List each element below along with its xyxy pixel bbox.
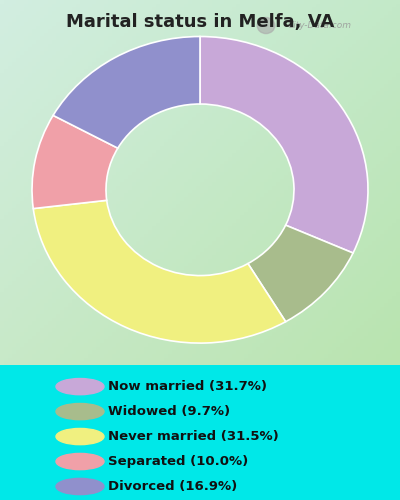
- Circle shape: [257, 18, 275, 34]
- Circle shape: [56, 404, 104, 419]
- Wedge shape: [200, 36, 368, 253]
- Text: Widowed (9.7%): Widowed (9.7%): [108, 405, 230, 418]
- Text: Now married (31.7%): Now married (31.7%): [108, 380, 267, 393]
- Text: Never married (31.5%): Never married (31.5%): [108, 430, 279, 443]
- Circle shape: [56, 378, 104, 394]
- Text: Divorced (16.9%): Divorced (16.9%): [108, 480, 237, 493]
- Circle shape: [56, 454, 104, 469]
- Circle shape: [56, 428, 104, 444]
- Text: Separated (10.0%): Separated (10.0%): [108, 455, 248, 468]
- Wedge shape: [53, 36, 200, 148]
- Circle shape: [56, 478, 104, 494]
- Text: Marital status in Melfa, VA: Marital status in Melfa, VA: [66, 12, 334, 30]
- Text: City-Data.com: City-Data.com: [288, 21, 352, 30]
- Wedge shape: [33, 200, 286, 343]
- Wedge shape: [32, 116, 118, 208]
- Wedge shape: [248, 225, 353, 322]
